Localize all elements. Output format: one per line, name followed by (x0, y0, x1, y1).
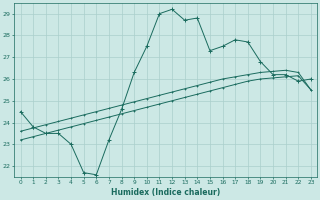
X-axis label: Humidex (Indice chaleur): Humidex (Indice chaleur) (111, 188, 220, 197)
